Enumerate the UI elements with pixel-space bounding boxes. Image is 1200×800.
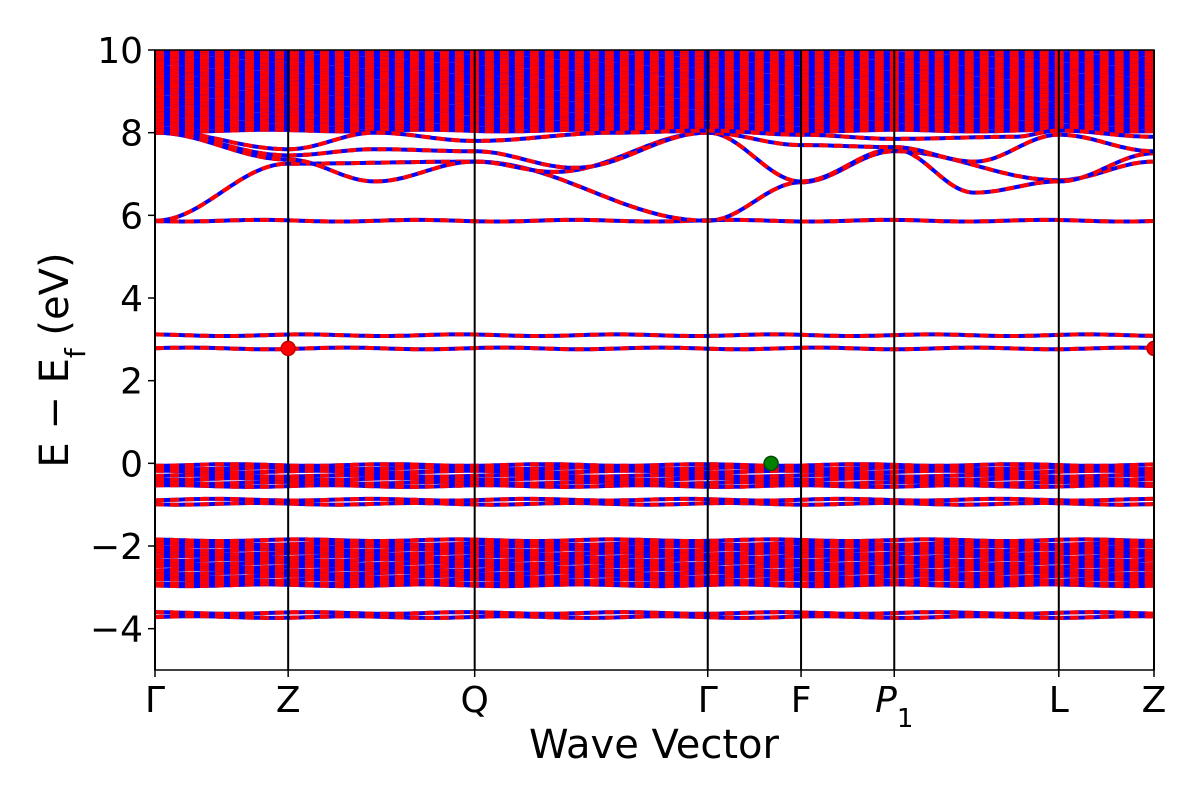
flat-band-spin-down (155, 541, 1154, 547)
x-axis-ticks: Γ Z Q Γ F P1 L Z (145, 670, 1166, 734)
y-tick-label: 4 (120, 279, 143, 320)
upper-band-spin-down (155, 75, 1154, 81)
y-tick-label: 6 (120, 196, 143, 237)
upper-band-spin-down (155, 63, 1154, 70)
band-edge-marker (1146, 340, 1154, 357)
y-tick-label: 10 (97, 31, 143, 72)
x-tick-label: Z (276, 680, 301, 721)
x-tick-label: P1 (875, 680, 913, 734)
flat-band-spin-down (155, 560, 1154, 567)
flat-band-spin-down (155, 468, 1154, 475)
upper-band-spin-down (155, 52, 1154, 59)
upper-band-spin-down (155, 66, 1154, 73)
x-tick-label: Γ (145, 680, 165, 721)
flat-band-spin-down (155, 610, 1154, 616)
x-axis-label: Wave Vector (529, 722, 780, 768)
y-axis-ticks: −4 −2 0 2 4 6 8 10 (90, 31, 155, 651)
upper-band-spin-down (155, 105, 1154, 112)
flat-band-spin-down (155, 567, 1154, 573)
flat-band-spin-down (155, 580, 1154, 586)
flat-band-spin-down (155, 332, 1154, 338)
flat-band-spin-down (155, 465, 1154, 472)
flat-band-spin-down (155, 537, 1154, 543)
flat-band-spin-down (155, 550, 1154, 557)
x-tick-label: L (1049, 680, 1069, 721)
x-tick-label: Γ (698, 680, 718, 721)
y-tick-label: 0 (120, 444, 143, 485)
band-edge-marker (763, 455, 779, 472)
x-tick-label: Z (1142, 680, 1167, 721)
upper-band-spin-down (155, 97, 1154, 103)
y-tick-label: 2 (120, 362, 143, 403)
flat-band-spin-down (155, 479, 1154, 486)
upper-band-spin-down (155, 55, 1154, 62)
flat-band-spin-down (155, 573, 1154, 580)
flat-band-spin-down (155, 577, 1154, 583)
flat-band-spin-down (155, 553, 1154, 560)
flat-band-spin-down (155, 557, 1154, 563)
upper-band-spin-down (155, 83, 1154, 90)
flat-band-spin-down (155, 563, 1154, 570)
x-tick-label: Q (461, 680, 489, 721)
dispersive-band-spin-down (155, 128, 1154, 152)
upper-band-spin-down (155, 125, 1154, 131)
upper-band-spin-down (155, 94, 1154, 101)
flat-band-spin-down (155, 476, 1154, 482)
upper-band-spin-down (155, 86, 1154, 92)
dispersive-band-spin-down (155, 130, 1154, 170)
band-edge-markers (280, 340, 1154, 472)
flat-band-spin-down (155, 570, 1154, 577)
y-tick-label: −4 (90, 610, 143, 651)
dispersive-band-spin-down (155, 149, 1154, 223)
y-axis-label: E − Ef (eV) (32, 252, 92, 467)
plot-frame (154, 49, 1155, 671)
upper-band-spin-down (155, 116, 1154, 123)
y-tick-label: −2 (90, 527, 143, 568)
flat-band-spin-down (155, 501, 1154, 507)
flat-band-spin-down (155, 614, 1154, 620)
flat-band-spin-down (155, 472, 1154, 479)
band-edge-marker (280, 340, 296, 357)
x-tick-label: F (791, 680, 812, 721)
flat-band-spin-down (155, 217, 1154, 224)
flat-band-spin-down (155, 483, 1154, 489)
y-tick-label: 8 (120, 114, 143, 155)
upper-band-spin-down (155, 113, 1154, 120)
flat-band-spin-down (155, 462, 1154, 468)
flat-band-spin-down (155, 547, 1154, 554)
flat-band-spin-down (155, 544, 1154, 550)
flat-band-spin-down (155, 496, 1154, 503)
flat-band-spin-down (155, 345, 1154, 352)
